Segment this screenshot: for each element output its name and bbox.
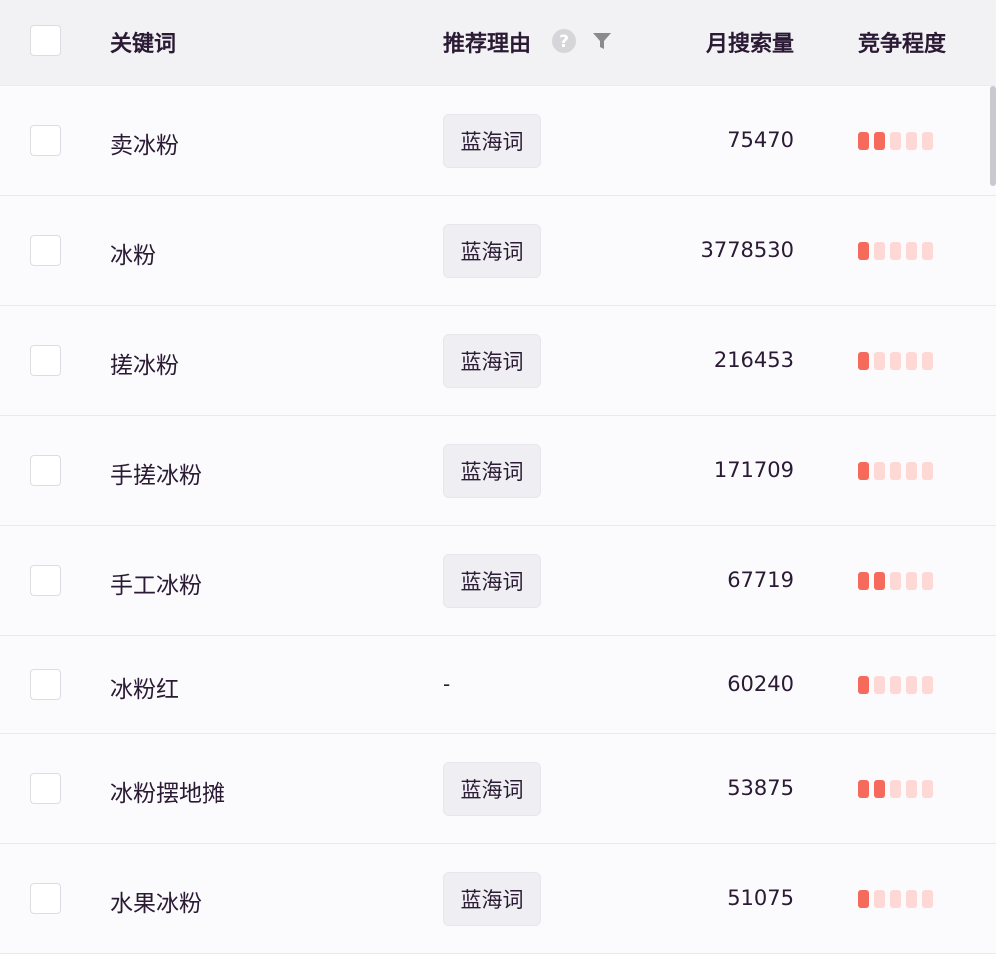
competition-meter	[858, 132, 933, 150]
header-reason: 推荐理由	[443, 32, 532, 57]
competition-bar	[922, 242, 933, 260]
reason-tag: 蓝海词	[443, 554, 541, 608]
keyword: 手搓冰粉	[110, 463, 202, 489]
table-row[interactable]: 水果冰粉 蓝海词 51075	[0, 844, 996, 954]
competition-meter	[858, 890, 933, 908]
competition-bar	[858, 462, 869, 480]
competition-bar	[890, 352, 901, 370]
help-icon[interactable]: ?	[551, 28, 577, 54]
competition-bar	[906, 242, 917, 260]
competition-bar	[890, 890, 901, 908]
competition-bar	[858, 352, 869, 370]
competition-bar	[890, 132, 901, 150]
competition-bar	[890, 572, 901, 590]
monthly-search: 75470	[727, 128, 794, 152]
row-checkbox[interactable]	[30, 883, 61, 914]
competition-bar	[890, 462, 901, 480]
table-row[interactable]: 冰粉摆地摊 蓝海词 53875	[0, 734, 996, 844]
reason-tag: 蓝海词	[443, 444, 541, 498]
row-checkbox[interactable]	[30, 455, 61, 486]
monthly-search: 216453	[713, 348, 794, 372]
keyword: 搓冰粉	[110, 353, 179, 379]
header-keyword: 关键词	[110, 32, 177, 57]
competition-bar	[922, 352, 933, 370]
competition-bar	[858, 890, 869, 908]
competition-bar	[922, 462, 933, 480]
monthly-search: 3778530	[700, 238, 794, 262]
reason-tag: 蓝海词	[443, 224, 541, 278]
reason-tag: 蓝海词	[443, 334, 541, 388]
row-checkbox[interactable]	[30, 235, 61, 266]
competition-bar	[906, 352, 917, 370]
competition-meter	[858, 676, 933, 694]
competition-bar	[874, 242, 885, 260]
monthly-search: 171709	[713, 458, 794, 482]
monthly-search: 60240	[727, 672, 794, 696]
competition-bar	[906, 572, 917, 590]
competition-bar	[858, 132, 869, 150]
competition-bar	[922, 572, 933, 590]
select-all-checkbox[interactable]	[30, 25, 61, 56]
table-row[interactable]: 冰粉 蓝海词 3778530	[0, 196, 996, 306]
table-row[interactable]: 冰粉红 - 60240	[0, 636, 996, 734]
competition-meter	[858, 242, 933, 260]
competition-bar	[890, 242, 901, 260]
competition-bar	[890, 676, 901, 694]
keyword: 冰粉	[110, 243, 156, 269]
header-monthly-search: 月搜索量	[705, 32, 794, 57]
competition-bar	[922, 890, 933, 908]
monthly-search: 67719	[727, 568, 794, 592]
competition-bar	[906, 780, 917, 798]
monthly-search: 51075	[727, 886, 794, 910]
competition-bar	[906, 132, 917, 150]
competition-bar	[874, 462, 885, 480]
competition-meter	[858, 780, 933, 798]
reason-tag: 蓝海词	[443, 872, 541, 926]
competition-bar	[858, 572, 869, 590]
filter-icon[interactable]	[592, 31, 612, 51]
keyword: 卖冰粉	[110, 133, 179, 159]
competition-bar	[874, 676, 885, 694]
keyword: 冰粉红	[110, 677, 179, 703]
competition-bar	[858, 780, 869, 798]
header-competition: 竞争程度	[858, 32, 947, 57]
table-row[interactable]: 手搓冰粉 蓝海词 171709	[0, 416, 996, 526]
competition-bar	[874, 780, 885, 798]
reason-empty: -	[443, 672, 451, 696]
keyword: 水果冰粉	[110, 891, 202, 917]
keyword: 冰粉摆地摊	[110, 781, 225, 807]
row-checkbox[interactable]	[30, 125, 61, 156]
competition-bar	[874, 572, 885, 590]
competition-bar	[922, 780, 933, 798]
competition-bar	[890, 780, 901, 798]
table-row[interactable]: 手工冰粉 蓝海词 67719	[0, 526, 996, 636]
keyword: 手工冰粉	[110, 573, 202, 599]
row-checkbox[interactable]	[30, 345, 61, 376]
scrollbar[interactable]	[990, 86, 996, 186]
svg-text:?: ?	[559, 32, 569, 52]
competition-meter	[858, 352, 933, 370]
reason-tag: 蓝海词	[443, 762, 541, 816]
reason-tag: 蓝海词	[443, 114, 541, 168]
competition-bar	[906, 462, 917, 480]
competition-meter	[858, 572, 933, 590]
competition-bar	[906, 890, 917, 908]
row-checkbox[interactable]	[30, 669, 61, 700]
competition-bar	[922, 132, 933, 150]
competition-meter	[858, 462, 933, 480]
competition-bar	[858, 242, 869, 260]
table-row[interactable]: 搓冰粉 蓝海词 216453	[0, 306, 996, 416]
row-checkbox[interactable]	[30, 565, 61, 596]
competition-bar	[874, 352, 885, 370]
competition-bar	[922, 676, 933, 694]
table-header: 关键词 推荐理由 ? 月搜索量 竞争程度	[0, 0, 996, 86]
competition-bar	[874, 132, 885, 150]
competition-bar	[858, 676, 869, 694]
table-row[interactable]: 卖冰粉 蓝海词 75470	[0, 86, 996, 196]
monthly-search: 53875	[727, 776, 794, 800]
row-checkbox[interactable]	[30, 773, 61, 804]
competition-bar	[906, 676, 917, 694]
competition-bar	[874, 890, 885, 908]
